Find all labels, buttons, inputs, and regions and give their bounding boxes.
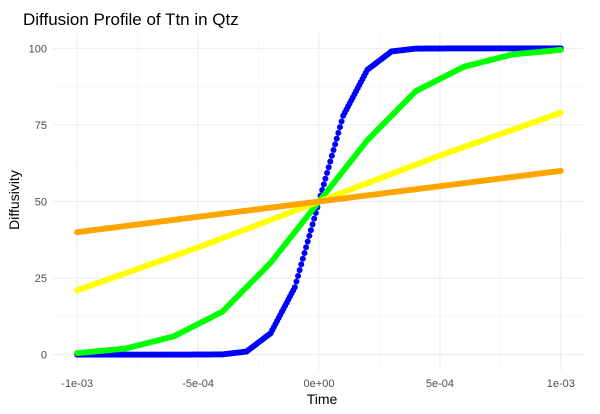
y-tick-label: 0 (41, 350, 47, 362)
y-axis-ticks: 0 25 50 75 100 (29, 43, 47, 361)
y-tick-label: 25 (35, 273, 47, 285)
data-point (307, 227, 314, 234)
y-tick-label: 75 (35, 120, 47, 132)
data-point (320, 181, 327, 188)
data-point (298, 261, 305, 268)
data-point (322, 175, 329, 182)
y-axis-label: Diffusivity (6, 170, 22, 230)
series-3 (74, 109, 564, 294)
data-point (328, 152, 335, 159)
data-point (557, 167, 564, 174)
data-point (324, 169, 331, 176)
data-point (295, 272, 302, 279)
data-point (299, 255, 306, 262)
data-point (325, 164, 332, 171)
data-point (330, 147, 337, 154)
data-point (291, 284, 298, 291)
x-tick-label: 1e-03 (547, 378, 575, 390)
y-tick-label: 100 (29, 43, 47, 55)
data-point (311, 215, 318, 222)
data-point (557, 109, 564, 116)
grid-lines (53, 33, 585, 370)
x-axis-label: Time (307, 391, 338, 407)
x-axis-ticks: -1e-03 -5e-04 0e+00 5e-04 1e-03 (61, 378, 575, 390)
data-point (557, 46, 564, 53)
data-point (335, 129, 342, 136)
data-point (303, 244, 310, 251)
data-point (333, 135, 340, 142)
data-point (304, 238, 311, 245)
series-2 (74, 46, 564, 357)
data-point (293, 278, 300, 285)
data-point (338, 118, 345, 125)
x-tick-label: -5e-04 (182, 378, 214, 390)
x-tick-label: 0e+00 (304, 378, 335, 390)
data-point (301, 249, 308, 256)
chart-title: Diffusion Profile of Ttn in Qtz (23, 10, 239, 29)
data-point (296, 267, 303, 274)
data-series (74, 45, 564, 358)
data-point (327, 158, 334, 165)
data-point (309, 221, 316, 228)
data-point (332, 141, 339, 148)
y-tick-label: 50 (35, 197, 47, 209)
data-point (336, 124, 343, 131)
series-4 (74, 167, 564, 236)
x-tick-label: 5e-04 (426, 378, 454, 390)
data-point (306, 232, 313, 239)
x-tick-label: -1e-03 (61, 378, 93, 390)
series-1 (74, 45, 564, 358)
